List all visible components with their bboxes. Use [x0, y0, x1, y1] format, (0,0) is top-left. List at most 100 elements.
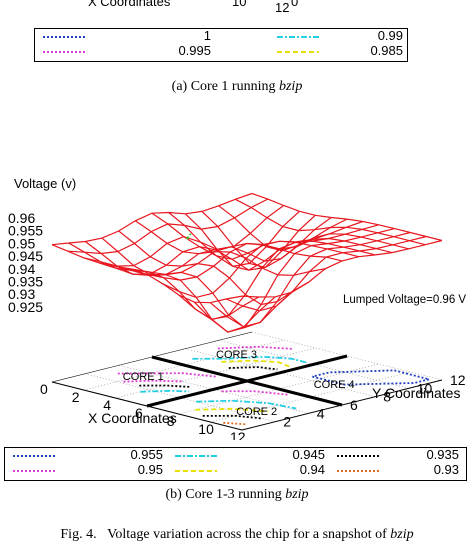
contour-core4-0-955	[312, 369, 430, 386]
contour-core1-0-95	[117, 372, 217, 378]
y-axis-title: Y Coordinates	[372, 385, 460, 401]
y-tick-label: 2	[283, 414, 291, 430]
y-tick-label: 6	[350, 397, 358, 413]
x-tick-label: 12	[230, 429, 246, 440]
legend-bottom: 0.955 0.945 0.935 0.95 0.94 0.93	[4, 447, 467, 481]
x-tick-label: 2	[72, 389, 80, 405]
figure-label: Fig. 4.	[60, 527, 97, 542]
z-tick-label: 0.925	[8, 299, 43, 315]
surface-mesh-line-y	[84, 241, 276, 333]
caption-b-app: bzip	[285, 487, 309, 502]
x-tick-label: 0	[40, 381, 48, 397]
legend-bottom-entry-0-945: 0.945	[173, 447, 325, 464]
contour-core2-0-93	[223, 421, 246, 426]
surface-mesh-line-y	[168, 212, 359, 260]
core-divider-vertical	[146, 354, 348, 408]
x-tick-label: 8	[167, 413, 175, 429]
legend-line-sample	[277, 51, 319, 53]
surface-mesh-line-y	[218, 205, 409, 252]
x-axis-title: X Coordinates	[88, 410, 177, 426]
legend-top-entry-0-985: 0.985	[275, 43, 403, 60]
contour-core3-0-95	[217, 345, 293, 350]
figure-caption-text: Voltage variation across the chip for a …	[107, 527, 391, 542]
legend-line-sample	[337, 470, 379, 472]
legend-top-entry-1: 1	[41, 28, 211, 45]
legend-label: 0.955	[130, 447, 163, 462]
figure-caption: Fig. 4. Voltage variation across the chi…	[0, 527, 474, 543]
z-tick-label: 0.935	[8, 274, 43, 290]
legend-line-sample	[175, 455, 217, 457]
z-tick-label: 0.945	[8, 248, 43, 264]
y-tick-label: 10	[417, 380, 433, 396]
top-x-axis-label: X Coordinates	[88, 0, 171, 9]
legend-label: 0.995	[178, 43, 211, 58]
legend-top-entry-0-99: 0.99	[275, 28, 403, 45]
contour-core2-0-94	[195, 407, 269, 413]
contour-core1-0-95-inner	[123, 379, 183, 383]
legend-line-sample	[277, 36, 319, 38]
contour-core1-0-935	[139, 384, 192, 388]
legend-label: 0.95	[137, 462, 163, 477]
caption-a-app: bzip	[278, 79, 303, 94]
legend-line-sample	[43, 36, 85, 38]
core-label-3: CORE 3	[216, 349, 257, 361]
y-tick-label: 12	[450, 372, 466, 388]
core-label-4: CORE 4	[314, 379, 355, 391]
legend-bottom-entry-0-935: 0.935	[335, 447, 459, 464]
contour-core3-0-94	[221, 359, 290, 368]
contour-core3-0-935	[228, 366, 278, 371]
legend-bottom-entry-0-94: 0.94	[173, 462, 325, 479]
surface-mesh-line-y	[68, 242, 259, 320]
caption-a: (a) Core 1 running bzip	[0, 79, 474, 95]
legend-line-sample	[337, 455, 379, 457]
legend-bottom-entry-0-93: 0.93	[335, 462, 459, 479]
z-tick-label: 0.93	[8, 286, 35, 302]
surface-mesh-line-x	[225, 235, 427, 312]
caption-b-prefix: (b) Core 1-3 running	[165, 487, 286, 502]
legend-bottom-entry-0-95: 0.95	[11, 462, 163, 479]
surface-mesh-line-y	[251, 192, 443, 242]
legend-line-sample	[13, 455, 55, 457]
floor-grid-x-line	[83, 339, 284, 391]
surface-mesh-line-y	[235, 198, 426, 246]
legend-label: 0.93	[433, 462, 459, 477]
floor-grid-x-line	[115, 347, 316, 399]
caption-b: (b) Core 1-3 running bzip	[0, 487, 474, 503]
x-tick-label: 10	[198, 421, 214, 437]
caption-a-prefix: (a) Core 1 running	[171, 79, 279, 94]
surface-mesh-line-x	[162, 220, 363, 299]
surface-mesh-line-x	[51, 192, 253, 246]
contour-core2-0-935	[202, 414, 263, 420]
legend-top-entry-0-995: 0.995	[41, 43, 211, 60]
legend-label: 1	[203, 28, 211, 43]
contour-core3-0-945	[192, 355, 308, 364]
y-tick-label: 4	[317, 405, 325, 421]
surface-mesh-line-y	[101, 237, 293, 329]
x-tick-label: 6	[135, 405, 143, 421]
top-tick-10: 10	[232, 0, 247, 9]
core-label-2: CORE 2	[236, 406, 277, 418]
contour-core2-0-95	[221, 390, 288, 396]
core-label-1: CORE 1	[123, 371, 164, 383]
figure-caption-app: bzip	[390, 527, 414, 542]
legend-label: 0.935	[426, 447, 459, 462]
z-tick-label: 0.96	[8, 210, 35, 226]
floor-grid-x-line	[178, 363, 379, 415]
x-tick-label: 4	[103, 397, 111, 413]
legend-line-sample	[43, 51, 85, 53]
y-tick-label: 8	[383, 389, 391, 405]
z-tick-label: 0.95	[8, 235, 35, 251]
legend-line-sample	[13, 470, 55, 472]
legend-label: 0.945	[292, 447, 325, 462]
legend-label: 0.99	[377, 28, 403, 43]
floor-grid-x-line	[210, 371, 411, 423]
legend-top: 1 0.99 0.995 0.985	[34, 28, 408, 62]
z-tick-label: 0.955	[8, 223, 43, 239]
top-tick-0: 0	[291, 0, 299, 9]
legend-label: 0.94	[299, 462, 325, 477]
contour-core2-0-945	[196, 399, 297, 410]
legend-label: 0.985	[370, 43, 403, 58]
lumped-voltage-annotation: Lumped Voltage=0.96 V	[343, 294, 466, 306]
contour-core1-0-945	[140, 389, 190, 393]
surface-mesh-line-x	[241, 239, 443, 298]
